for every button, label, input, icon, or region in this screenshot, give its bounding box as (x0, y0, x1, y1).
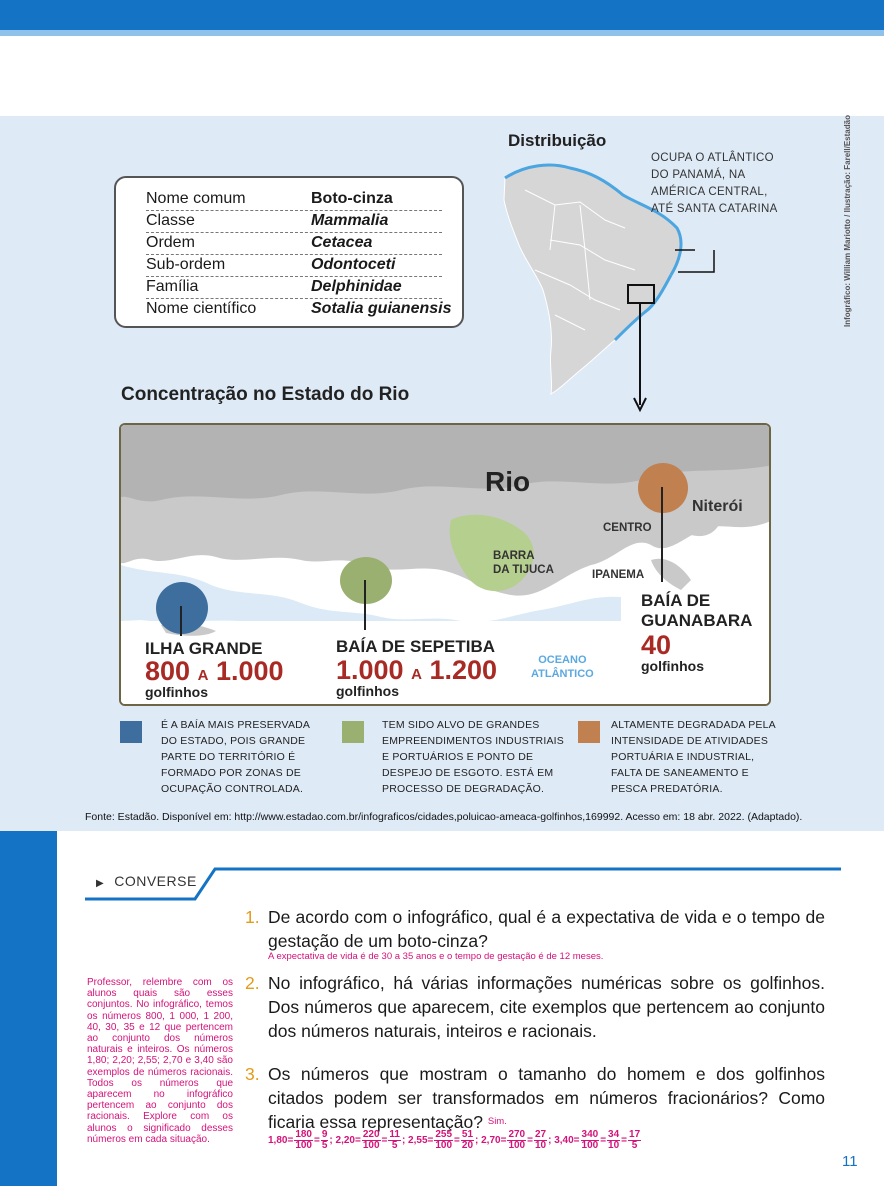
page-number: 11 (842, 1153, 858, 1170)
legend-swatch-green (342, 721, 364, 743)
play-arrow-icon: ▶ (96, 878, 105, 889)
converse-header-line (85, 867, 841, 901)
taxonomy-value: Cetacea (311, 234, 373, 251)
legend-text-blue: É A BAÍA MAIS PRESERVADA DO ESTADO, POIS… (161, 719, 310, 795)
map-connector-arrow (633, 250, 715, 413)
taxonomy-key: Ordem (146, 234, 195, 251)
taxonomy-key: Família (146, 278, 199, 295)
taxonomy-row: Família Delphinidae (146, 276, 442, 299)
legend-swatch-blue (120, 721, 142, 743)
question-number: 3. (245, 1064, 260, 1084)
legend-text-green: TEM SIDO ALVO DE GRANDES EMPREENDIMENTOS… (382, 719, 564, 795)
taxonomy-value: Mammalia (311, 212, 389, 229)
site-unit-guanabara: golfinhos (641, 658, 704, 674)
teacher-note: Professor, relembre com os alunos quais … (87, 977, 233, 1145)
question-number: 1. (245, 907, 260, 927)
taxonomy-row: Nome científico Sotalia guianensis (146, 298, 451, 320)
map-label-niteroi: Niterói (692, 498, 743, 515)
taxonomy-key: Nome comum (146, 190, 246, 207)
source-citation: Fonte: Estadão. Disponível em: http://ww… (85, 811, 803, 823)
taxonomy-row: Sub-ordem Odontoceti (146, 254, 442, 277)
site-name-sepetiba: BAÍA DE SEPETIBA (336, 637, 496, 656)
question-number: 2. (245, 973, 260, 993)
legend-text-brown: ALTAMENTE DEGRADADA PELA INTENSIDADE DE … (611, 719, 776, 795)
question-text: Os números que mostram o tamanho do home… (268, 1064, 825, 1132)
infographic-credit: Infográfico: William Mariotto / Ilustraç… (843, 115, 852, 327)
question-1: 1. De acordo com o infográfico, qual é a… (245, 905, 825, 953)
map-label-ocean: OCEANO ATLÂNTICO (531, 654, 594, 680)
site-count-ilha-grande: 800 A 1.000 (145, 656, 284, 686)
site-name-guanabara: BAÍA DE GUANABARA (641, 591, 753, 630)
taxonomy-row: Classe Mammalia (146, 210, 442, 233)
fraction: 27 10 (533, 1129, 548, 1151)
map-label-rio: Rio (485, 466, 531, 497)
left-margin-bar (0, 831, 57, 1186)
fraction: 11 5 (388, 1129, 401, 1151)
taxonomy-box: Nome comum Boto-cinza Classe Mammalia Or… (114, 176, 464, 328)
site-pin (180, 606, 182, 636)
site-pin (364, 580, 366, 630)
taxonomy-key: Nome científico (146, 300, 257, 317)
fraction: 270 100 (507, 1129, 527, 1151)
taxonomy-value: Delphinidae (311, 278, 402, 295)
fraction-answers: 1,80= 180 100 = 9 5; 2,20= 220 100 = 11 5; 2,55= 25… (268, 1129, 642, 1151)
concentration-title: Concentração no Estado do Rio (121, 384, 410, 405)
taxonomy-value: Odontoceti (311, 256, 396, 273)
site-pin (661, 487, 663, 582)
site-bubble-guanabara (638, 463, 688, 513)
site-bubble-ilha-grande (156, 582, 208, 634)
taxonomy-value: Sotalia guianensis (311, 300, 452, 317)
top-header-stripe (0, 30, 884, 36)
site-unit-ilha-grande: golfinhos (145, 684, 208, 700)
top-header-bar (0, 0, 884, 30)
question-2: 2. No infográfico, há várias informações… (245, 971, 825, 1043)
map-label-centro: CENTRO (603, 522, 652, 534)
taxonomy-key: Classe (146, 212, 195, 229)
fraction: 340 100 (580, 1129, 600, 1151)
fraction: 17 5 (628, 1129, 642, 1151)
map-label-ipanema: IPANEMA (592, 569, 645, 581)
distribution-note: OCUPA O ATLÂNTICO DO PANAMÁ, NA AMÉRICA … (651, 152, 778, 215)
converse-label: ▶ CONVERSE (96, 873, 197, 889)
question-3: 3. Os números que mostram o tamanho do h… (245, 1062, 825, 1134)
fraction: 51 20 (460, 1129, 475, 1151)
distribution-title: Distribuição (508, 131, 607, 150)
site-bubble-sepetiba (340, 557, 392, 604)
answer-3: Sim. (487, 1116, 507, 1127)
fraction: 220 100 (361, 1129, 381, 1151)
taxonomy-key: Sub-ordem (146, 256, 226, 273)
fraction: 34 10 (607, 1129, 621, 1151)
site-name-ilha-grande: ILHA GRANDE (145, 639, 263, 658)
taxonomy-row: Nome comum Boto-cinza (146, 188, 442, 211)
site-count-sepetiba: 1.000 A 1.200 (336, 655, 498, 685)
site-unit-sepetiba: golfinhos (336, 683, 399, 699)
answer-1: A expectativa de vida é de 30 a 35 anos … (268, 951, 604, 962)
fraction: 255 100 (434, 1129, 454, 1151)
question-text: No infográfico, há várias informações nu… (268, 973, 825, 1041)
question-text: De acordo com o infográfico, qual é a ex… (268, 907, 825, 951)
map-label-barra: BARRA DA TIJUCA (493, 550, 554, 576)
taxonomy-value: Boto-cinza (311, 190, 393, 207)
taxonomy-row: Ordem Cetacea (146, 232, 442, 255)
fraction: 180 100 (294, 1129, 313, 1151)
legend-swatch-brown (578, 721, 600, 743)
site-count-guanabara: 40 (641, 630, 672, 660)
